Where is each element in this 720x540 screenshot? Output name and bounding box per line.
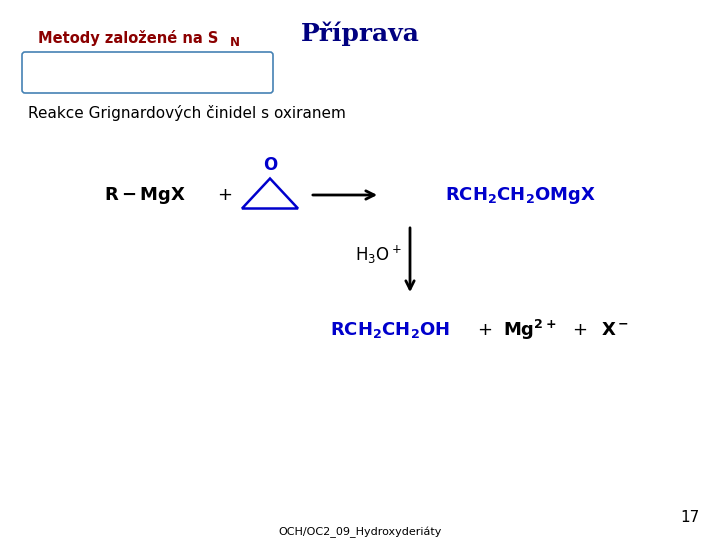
Text: O: O: [263, 157, 277, 174]
Text: +: +: [572, 321, 588, 339]
Text: $\mathbf{R-MgX}$: $\mathbf{R-MgX}$: [104, 185, 186, 206]
Text: $\mathrm{H_3O^+}$: $\mathrm{H_3O^+}$: [356, 244, 402, 266]
FancyBboxPatch shape: [22, 52, 273, 93]
Text: $\mathbf{Mg^{2+}}$: $\mathbf{Mg^{2+}}$: [503, 318, 557, 342]
Text: $\mathbf{RCH_2CH_2OMgX}$: $\mathbf{RCH_2CH_2OMgX}$: [444, 185, 595, 206]
Text: $\mathbf{RCH_2CH_2OH}$: $\mathbf{RCH_2CH_2OH}$: [330, 320, 450, 340]
Text: Reakce Grignardových činidel s oxiranem: Reakce Grignardových činidel s oxiranem: [28, 105, 346, 121]
Text: +: +: [477, 321, 492, 339]
Text: +: +: [217, 186, 233, 204]
Text: 17: 17: [680, 510, 700, 525]
Text: N: N: [230, 36, 240, 49]
Text: $\mathbf{X^-}$: $\mathbf{X^-}$: [601, 321, 629, 339]
Text: Příprava: Příprava: [300, 22, 420, 46]
Text: Metody založené na S: Metody založené na S: [38, 30, 218, 46]
Text: OCH/OC2_09_Hydroxyderiáty: OCH/OC2_09_Hydroxyderiáty: [279, 527, 441, 538]
